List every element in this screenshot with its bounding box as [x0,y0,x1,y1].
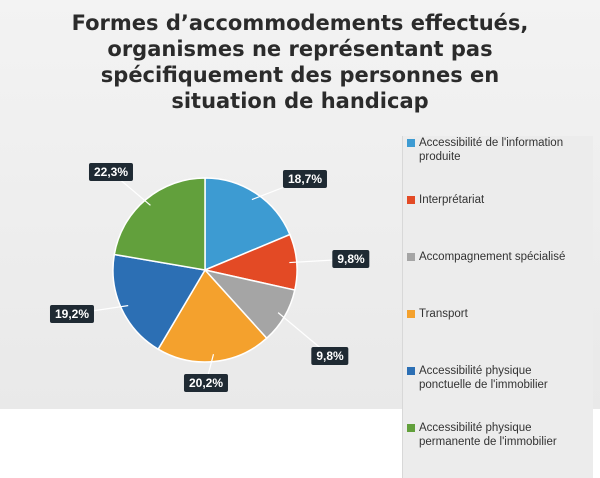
data-label-1: 18,7% [282,170,328,188]
chart-legend: Accessibilité de l'information produite In… [402,136,593,478]
legend-swatch [407,196,415,204]
data-label-2: 9,8% [332,250,370,268]
data-label-6: 22,3% [88,163,134,181]
data-label-3: 9,8% [311,347,349,365]
legend-swatch [407,253,415,261]
legend-label: Accessibilité physique [419,422,532,434]
legend-swatch [407,310,415,318]
legend-label: Accessibilité physique [419,365,532,377]
pie-chart [112,177,297,363]
title-line-3: spécifiquement des personnes en [100,63,500,87]
legend-item-6: Accessibilité physique permanente de l'im… [403,421,593,478]
legend-label: produite [419,151,461,163]
legend-item-2: Interprétariat [403,193,593,250]
legend-item-4: Transport [403,307,593,364]
chart-title: Formes d’accommodements effectués, organ… [40,10,560,114]
legend-label: ponctuelle de l'immobilier [419,379,548,391]
legend-item-3: Accompagnement spécialisé [403,250,593,307]
pie-slice-6 [113,177,206,271]
legend-swatch [407,139,415,147]
legend-label: Accessibilité de l'information [419,137,564,149]
legend-item-1: Accessibilité de l'information produite [403,136,593,193]
legend-label: Accompagnement spécialisé [419,251,566,263]
title-line-4: situation de handicap [171,89,429,113]
legend-label: Transport [419,308,468,320]
pie-slice-5 [112,253,207,351]
pie-slice-1 [204,177,291,272]
title-line-1: Formes d’accommodements effectués, [71,11,529,35]
pie-slice-4 [157,268,268,363]
data-label-5: 19,2% [49,305,95,323]
legend-label: permanente de l'immobilier [419,436,557,448]
legend-label: Interprétariat [419,194,485,206]
title-line-2: organismes ne représentant pas [107,37,493,61]
data-label-4: 20,2% [183,374,229,392]
legend-swatch [407,367,415,375]
legend-swatch [407,424,415,432]
legend-item-5: Accessibilité physique ponctuelle de l'im… [403,364,593,421]
